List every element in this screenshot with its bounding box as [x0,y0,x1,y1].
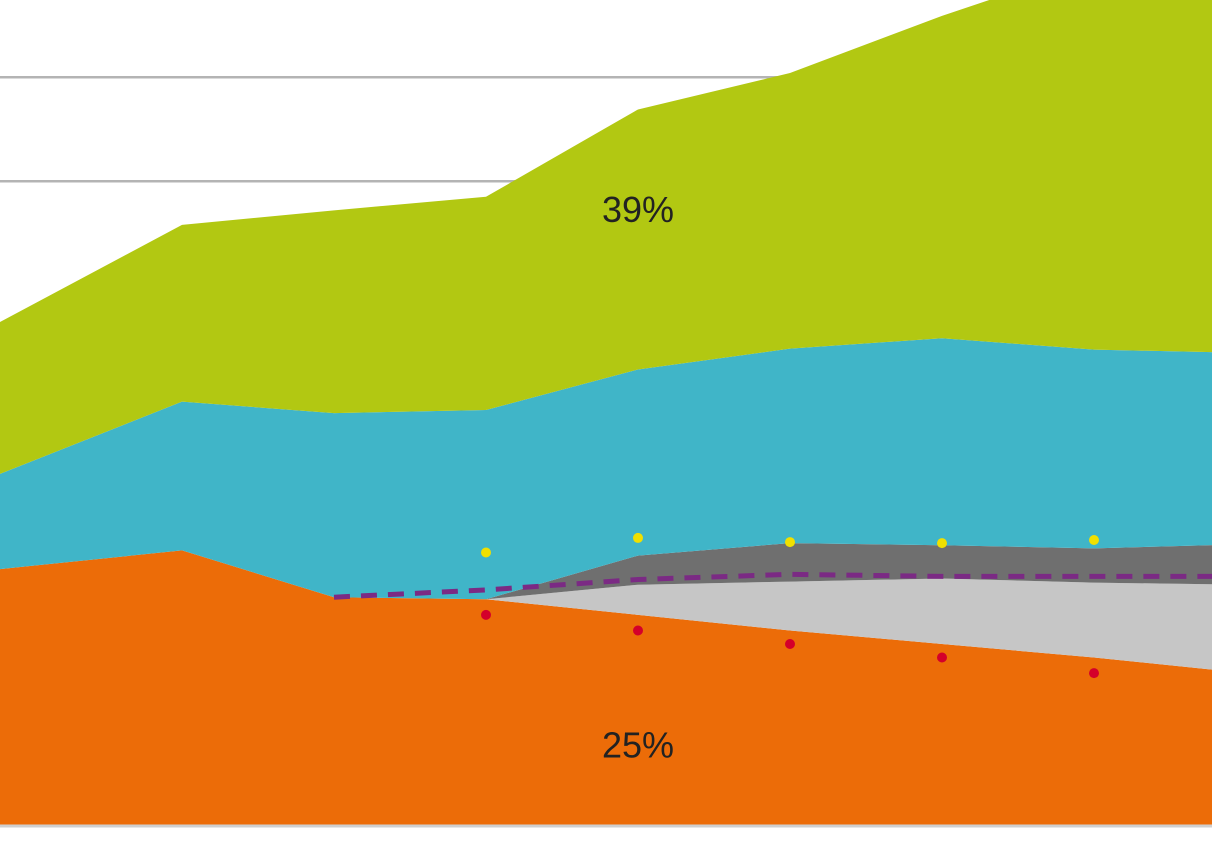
data-labels: 39% 25% [602,189,674,766]
data-label-25: 25% [602,725,674,766]
area-green [0,0,1212,474]
red-marker-1 [633,625,643,636]
data-label-39: 39% [602,189,674,230]
yellow-marker-0 [481,547,491,558]
area-light-gray [0,550,1212,670]
boundary-line [333,571,1212,600]
red-marker-4 [1089,668,1099,679]
area-orange [0,550,1212,826]
red-marker-2 [785,639,795,649]
yellow-marker-4 [1089,535,1099,545]
area-series [0,0,1212,826]
data-markers [481,532,1099,679]
yellow-marker-3 [937,538,947,549]
yellow-marker-1 [633,532,643,543]
red-marker-0 [481,609,491,620]
red-marker-3 [937,652,947,663]
yellow-marker-2 [785,537,795,548]
area-teal [0,338,1212,600]
area-dark-gray [0,543,1212,600]
boundary-dashed-line [333,571,1212,600]
